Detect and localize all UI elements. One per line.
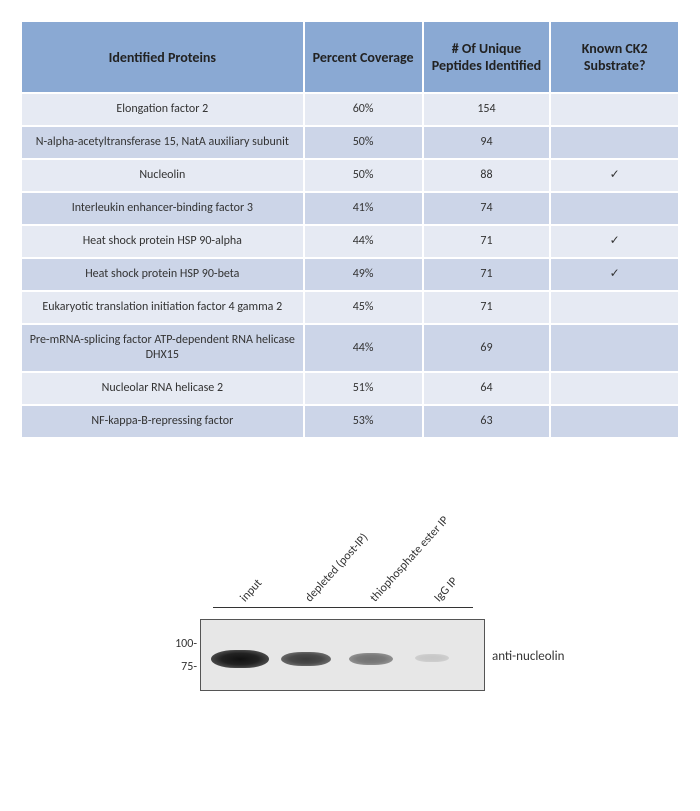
cell-coverage: 44% (304, 225, 423, 258)
cell-peptides: 71 (423, 291, 551, 324)
table-row: Nucleolin50%88✓ (21, 159, 679, 192)
blot-band (415, 654, 449, 662)
cell-protein: Heat shock protein HSP 90-beta (21, 258, 304, 291)
table-row: Elongation factor 260%154 (21, 93, 679, 126)
cell-peptides: 154 (423, 93, 551, 126)
table-row: Eukaryotic translation initiation factor… (21, 291, 679, 324)
table-row: N-alpha-acetyltransferase 15, NatA auxil… (21, 126, 679, 159)
lane-labels-group: inputdepleted (post-IP)thiophosphate est… (220, 499, 520, 609)
cell-protein: NF-kappa-B-repressing factor (21, 405, 304, 438)
cell-protein: Interleukin enhancer-binding factor 3 (21, 192, 304, 225)
cell-coverage: 50% (304, 159, 423, 192)
cell-ck2: ✓ (550, 159, 679, 192)
cell-coverage: 41% (304, 192, 423, 225)
col-header-proteins: Identified Proteins (21, 21, 304, 93)
table-row: Pre-mRNA-splicing factor ATP-dependent R… (21, 324, 679, 372)
cell-ck2 (550, 93, 679, 126)
antibody-label: anti-nucleolin (492, 649, 564, 664)
blot-membrane (200, 619, 485, 691)
cell-ck2: ✓ (550, 225, 679, 258)
mw-marker-100: 100- (163, 637, 197, 651)
cell-ck2 (550, 324, 679, 372)
cell-ck2 (550, 126, 679, 159)
col-header-ck2: Known CK2 Substrate? (550, 21, 679, 93)
cell-peptides: 69 (423, 324, 551, 372)
proteins-table: Identified Proteins Percent Coverage # O… (20, 20, 680, 439)
table-row: Interleukin enhancer-binding factor 341%… (21, 192, 679, 225)
lane-label: IgG IP (432, 575, 461, 605)
cell-peptides: 63 (423, 405, 551, 438)
cell-ck2 (550, 291, 679, 324)
cell-ck2 (550, 192, 679, 225)
table-row: NF-kappa-B-repressing factor53%63 (21, 405, 679, 438)
cell-coverage: 53% (304, 405, 423, 438)
cell-peptides: 74 (423, 192, 551, 225)
col-header-peptides: # Of Unique Peptides Identified (423, 21, 551, 93)
cell-coverage: 60% (304, 93, 423, 126)
cell-peptides: 88 (423, 159, 551, 192)
cell-protein: N-alpha-acetyltransferase 15, NatA auxil… (21, 126, 304, 159)
cell-peptides: 71 (423, 258, 551, 291)
cell-coverage: 50% (304, 126, 423, 159)
cell-coverage: 44% (304, 324, 423, 372)
cell-coverage: 51% (304, 372, 423, 405)
western-blot-panel: inputdepleted (post-IP)thiophosphate est… (20, 499, 680, 729)
cell-ck2: ✓ (550, 258, 679, 291)
table-row: Heat shock protein HSP 90-beta49%71✓ (21, 258, 679, 291)
cell-protein: Heat shock protein HSP 90-alpha (21, 225, 304, 258)
blot-band (281, 652, 331, 666)
cell-protein: Eukaryotic translation initiation factor… (21, 291, 304, 324)
mw-marker-75: 75- (163, 660, 197, 674)
blot-band (349, 653, 393, 665)
cell-protein: Nucleolin (21, 159, 304, 192)
lane-label: depleted (post-IP) (303, 531, 372, 605)
table-row: Nucleolar RNA helicase 251%64 (21, 372, 679, 405)
cell-ck2 (550, 405, 679, 438)
lane-underline (213, 607, 473, 608)
cell-peptides: 71 (423, 225, 551, 258)
col-header-coverage: Percent Coverage (304, 21, 423, 93)
cell-protein: Nucleolar RNA helicase 2 (21, 372, 304, 405)
table-row: Heat shock protein HSP 90-alpha44%71✓ (21, 225, 679, 258)
cell-ck2 (550, 372, 679, 405)
cell-peptides: 64 (423, 372, 551, 405)
lane-label: input (238, 577, 266, 605)
cell-peptides: 94 (423, 126, 551, 159)
table-body: Elongation factor 260%154N-alpha-acetylt… (21, 93, 679, 438)
table-header: Identified Proteins Percent Coverage # O… (21, 21, 679, 93)
blot-band (211, 650, 269, 668)
cell-coverage: 49% (304, 258, 423, 291)
cell-coverage: 45% (304, 291, 423, 324)
cell-protein: Pre-mRNA-splicing factor ATP-dependent R… (21, 324, 304, 372)
cell-protein: Elongation factor 2 (21, 93, 304, 126)
